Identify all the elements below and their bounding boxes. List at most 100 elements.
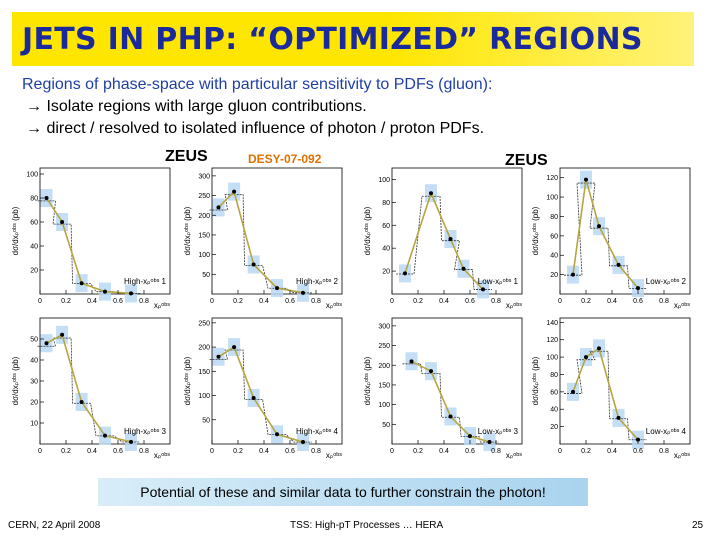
y-axis-label: dσ/dxₚᵒᵇˢ (pb) [363, 356, 372, 405]
x-tick-label: 0.6 [113, 298, 123, 305]
y-axis-label: dσ/dxₚᵒᵇˢ (pb) [531, 356, 540, 405]
region-label: Low-xₚᵒᵇˢ 3 [478, 427, 519, 436]
region-label: Low-xₚᵒᵇˢ 4 [646, 427, 687, 436]
x-tick-label: 0.8 [491, 448, 501, 455]
plot-frame [391, 317, 523, 445]
y-tick-label: 100 [198, 252, 210, 259]
chart-svg-5: 0 0.2 0.4 0.6 0.8 10 20 30 40 50 xₚᵒᵇˢ dσ/dxₚᵒᵇˢ (p… [11, 317, 171, 460]
y-tick-label: 30 [30, 379, 38, 386]
data-point [103, 433, 107, 438]
y-axis-label: dσ/dxₚᵒᵇˢ (pb) [363, 206, 372, 255]
plot-frame [559, 317, 691, 445]
chart-panel-7: 0 0.2 0.4 0.6 0.8 50 100 150 200 250 300 xₚᵒᵇˢ dσ/dx… [362, 312, 530, 462]
x-tick-label: 0.2 [61, 298, 71, 305]
chart-panel-5: 0 0.2 0.4 0.6 0.8 10 20 30 40 50 xₚᵒᵇˢ dσ/dxₚᵒᵇˢ (p… [10, 312, 178, 462]
data-point [301, 290, 305, 295]
x-axis-label: xₚᵒᵇˢ [506, 301, 522, 310]
y-tick-label: 60 [550, 233, 558, 240]
y-tick-label: 10 [30, 421, 38, 428]
y-tick-label: 50 [202, 272, 210, 279]
x-tick-label: 0 [390, 448, 394, 455]
y-tick-label: 250 [378, 343, 390, 350]
x-axis-label: xₚᵒᵇˢ [326, 301, 342, 310]
x-tick-label: 0.4 [439, 298, 449, 305]
chart-panel-2: 0 0.2 0.4 0.6 0.8 50 100 150 200 250 300 xₚᵒᵇˢ dσ/dx… [182, 162, 350, 312]
x-tick-label: 0 [558, 448, 562, 455]
x-tick-label: 0.2 [233, 448, 243, 455]
y-tick-label: 150 [198, 232, 210, 239]
data-point [251, 262, 256, 267]
bullet-1: → Isolate regions with large gluon contr… [26, 98, 367, 115]
y-tick-label: 20 [30, 268, 38, 275]
y-tick-label: 300 [198, 173, 210, 180]
y-tick-label: 100 [378, 177, 390, 184]
data-point [448, 414, 453, 419]
chart-svg-1: 0 0.2 0.4 0.6 0.8 20 40 60 80 100 xₚᵒᵇˢ dσ/dxₚᵒᵇˢ (… [11, 167, 171, 310]
data-point [461, 266, 466, 271]
x-tick-label: 0.8 [139, 298, 149, 305]
y-tick-label: 50 [382, 422, 390, 429]
y-tick-label: 100 [546, 355, 558, 362]
x-tick-label: 0.8 [311, 448, 321, 455]
y-axis-label: dσ/dxₚᵒᵇˢ (pb) [183, 206, 192, 255]
x-tick-label: 0.8 [659, 298, 669, 305]
x-tick-label: 0.6 [285, 448, 295, 455]
x-axis-label: xₚᵒᵇˢ [154, 451, 170, 460]
page-number: 25 [692, 520, 704, 531]
x-axis-label: xₚᵒᵇˢ [674, 301, 690, 310]
data-point [616, 262, 621, 267]
y-tick-label: 140 [546, 320, 558, 327]
y-tick-label: 50 [202, 417, 210, 424]
x-tick-label: 0.4 [607, 298, 617, 305]
data-point [251, 395, 256, 400]
chart-svg-6: 0 0.2 0.4 0.6 0.8 50 100 150 200 250 xₚᵒᵇˢ dσ/dxₚᵒᵇ… [183, 317, 343, 460]
y-tick-label: 20 [382, 269, 390, 276]
intro-text: Regions of phase-space with particular s… [22, 76, 493, 93]
x-axis-label: xₚᵒᵇˢ [154, 301, 170, 310]
data-point [636, 437, 640, 442]
y-tick-label: 100 [26, 172, 38, 179]
footer-session: TSS: High-pT Processes … HERA [290, 520, 444, 531]
footnote-box: Potential of these and similar data to f… [98, 478, 588, 506]
title-bar: JETS IN PHP: “OPTIMIZED” REGIONS [12, 12, 694, 66]
y-tick-label: 40 [550, 253, 558, 260]
y-axis-label: dσ/dxₚᵒᵇˢ (pb) [11, 206, 20, 255]
x-tick-label: 0.2 [413, 298, 423, 305]
x-tick-label: 0.4 [259, 448, 269, 455]
x-tick-label: 0 [390, 298, 394, 305]
x-tick-label: 0.6 [633, 298, 643, 305]
data-point [103, 289, 107, 294]
data-point [232, 345, 237, 350]
x-tick-label: 0.2 [413, 448, 423, 455]
x-axis-label: xₚᵒᵇˢ [674, 451, 690, 460]
y-tick-label: 150 [198, 369, 210, 376]
data-point [584, 355, 588, 360]
x-tick-label: 0.6 [113, 448, 123, 455]
chart-svg-8: 0 0.2 0.4 0.6 0.8 20 40 60 80 100 120 140 xₚᵒᵇˢ dσ/dx… [531, 317, 691, 460]
y-tick-label: 20 [30, 400, 38, 407]
data-point [597, 346, 601, 351]
data-point [60, 220, 65, 224]
y-tick-label: 80 [550, 214, 558, 221]
data-point [232, 189, 237, 194]
data-point [60, 332, 65, 337]
x-tick-label: 0.6 [285, 298, 295, 305]
zeus-label-right: ZEUS [505, 152, 548, 169]
y-tick-label: 40 [550, 407, 558, 414]
chart-panel-4: 0 0.2 0.4 0.6 0.8 20 40 60 80 100 120 xₚᵒᵇˢ dσ/dxₚᵒᵇ… [530, 162, 698, 312]
data-point [216, 354, 221, 359]
x-tick-label: 0.6 [465, 448, 475, 455]
data-point [403, 271, 407, 276]
x-tick-label: 0 [210, 448, 214, 455]
chart-svg-2: 0 0.2 0.4 0.6 0.8 50 100 150 200 250 300 xₚᵒᵇˢ dσ/dx… [183, 167, 343, 310]
x-tick-label: 0.8 [311, 298, 321, 305]
x-tick-label: 0.4 [87, 298, 97, 305]
chart-svg-3: 0 0.2 0.4 0.6 0.8 20 40 60 80 100 xₚᵒᵇˢ dσ/dxₚᵒᵇˢ (… [363, 167, 523, 310]
data-point [129, 291, 133, 296]
data-point [616, 415, 621, 420]
y-axis-label: dσ/dxₚᵒᵇˢ (pb) [531, 206, 540, 255]
data-point [571, 389, 575, 394]
footer-date: CERN, 22 April 2008 [8, 520, 101, 531]
chart-panel-1: 0 0.2 0.4 0.6 0.8 20 40 60 80 100 xₚᵒᵇˢ dσ/dxₚᵒᵇˢ (… [10, 162, 178, 312]
y-tick-label: 250 [198, 193, 210, 200]
